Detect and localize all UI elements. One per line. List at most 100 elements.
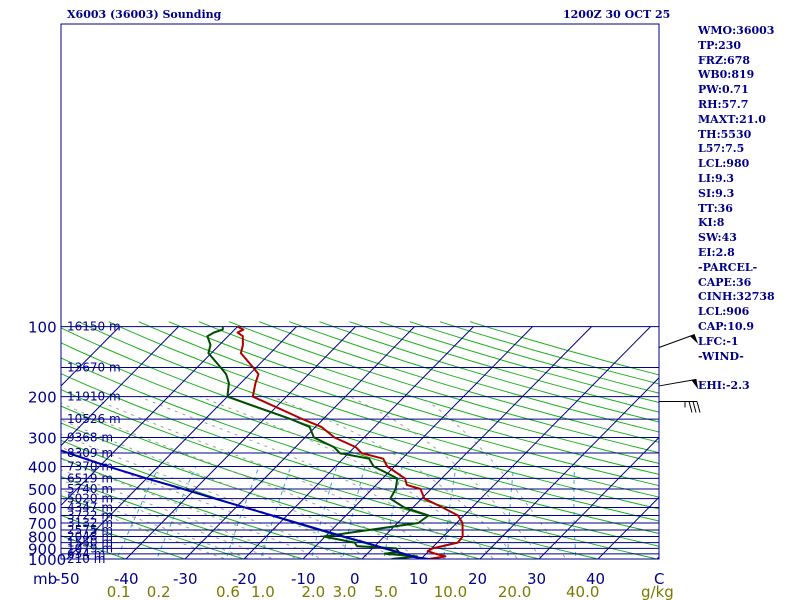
index-item: TP:230 bbox=[698, 38, 742, 52]
temperature-tick-label: -10 bbox=[291, 570, 316, 588]
index-item: CINH:32738 bbox=[698, 290, 775, 304]
mixing-ratio-tick-label: 40.0 bbox=[566, 583, 599, 600]
wind-barb-pennant bbox=[691, 379, 699, 390]
moist-adiabat-line bbox=[61, 498, 227, 559]
dry-adiabat-line bbox=[61, 342, 659, 534]
index-item: CAPE:36 bbox=[698, 275, 752, 289]
dry-adiabat-line bbox=[108, 321, 659, 498]
index-item: PW:0.71 bbox=[698, 83, 749, 97]
parcel-trace bbox=[61, 449, 429, 559]
dry-adiabat-line bbox=[61, 405, 542, 559]
moist-adiabat-line bbox=[421, 396, 567, 559]
height-label: 13670 m bbox=[67, 361, 121, 375]
temperature-trace bbox=[236, 325, 464, 559]
station-title: X6003 (36003) Sounding bbox=[67, 8, 222, 21]
dry-adiabat-line bbox=[319, 321, 659, 423]
wind-barb-flag bbox=[688, 401, 693, 413]
height-label: 5740 m bbox=[67, 482, 113, 496]
height-label: 10526 m bbox=[67, 412, 121, 426]
index-item: WB0:819 bbox=[698, 68, 755, 82]
temperature-tick-label: 0 bbox=[350, 570, 360, 588]
isotherm-line bbox=[66, 326, 297, 559]
isotherm-line bbox=[61, 326, 120, 387]
height-label: 4347 m bbox=[67, 500, 113, 514]
index-item: CAP:10.9 bbox=[698, 319, 755, 333]
pressure-tick-label: 900 bbox=[28, 540, 57, 558]
index-item bbox=[698, 364, 775, 379]
pressure-tick-label: 1000 bbox=[28, 551, 66, 569]
mixing-ratio-line bbox=[156, 466, 197, 559]
mixing-ratio-tick-label: 0.2 bbox=[147, 583, 171, 600]
index-item: LCL:906 bbox=[698, 305, 750, 319]
height-label: 5020 m bbox=[67, 492, 113, 506]
dry-adiabat-line bbox=[61, 422, 482, 559]
height-label: 2575 m bbox=[67, 523, 113, 537]
wind-barb bbox=[659, 400, 701, 413]
pressure-tick-label: 500 bbox=[28, 481, 57, 499]
dry-adiabat-line bbox=[61, 476, 305, 559]
index-item: LI:9.3 bbox=[698, 171, 735, 185]
wind-barb-staff bbox=[658, 378, 697, 387]
sounding-indices-panel: WMO:36003 TP:230 FRZ:678 WB0:819 PW:0.71 RH:5… bbox=[698, 24, 775, 394]
mixing-ratio-tick-label: 5.0 bbox=[374, 583, 398, 600]
index-item: TH:5530 bbox=[698, 127, 752, 141]
moist-adiabat-line bbox=[61, 446, 348, 559]
index-item: LCL:980 bbox=[698, 157, 750, 171]
dry-adiabat-line bbox=[61, 327, 659, 522]
wind-barb-pennant bbox=[690, 334, 699, 344]
height-label: 2048 m bbox=[67, 529, 113, 543]
dry-adiabat-line bbox=[198, 321, 659, 464]
mixing-ratio-axis-label: g/kg bbox=[641, 583, 674, 600]
pressure-tick-label: 800 bbox=[28, 528, 57, 546]
pressure-axis-label: mb bbox=[33, 570, 57, 588]
isotherm-line bbox=[597, 496, 659, 559]
height-label: 16150 m bbox=[67, 320, 121, 334]
dry-adiabat-line bbox=[409, 321, 659, 394]
dry-adiabat-line bbox=[439, 321, 659, 385]
observation-time: 1200Z 30 OCT 25 bbox=[563, 8, 671, 21]
temperature-tick-label: 10 bbox=[409, 570, 428, 588]
mixing-ratio-line bbox=[310, 466, 338, 559]
isotherm-line bbox=[61, 326, 179, 447]
height-label: 11910 m bbox=[67, 390, 121, 404]
dry-adiabat-line bbox=[379, 321, 659, 404]
temperature-tick-label: 40 bbox=[586, 570, 605, 588]
index-item: EHI:-2.3 bbox=[698, 379, 750, 393]
temperature-tick-label: -30 bbox=[173, 570, 198, 588]
mixing-ratio-tick-label: 20.0 bbox=[498, 583, 531, 600]
temperature-tick-label: -40 bbox=[114, 570, 139, 588]
isotherm-line bbox=[538, 436, 659, 559]
mixing-ratio-tick-label: 0.1 bbox=[107, 583, 131, 600]
moist-adiabat-line bbox=[200, 396, 495, 559]
isotherm-line bbox=[420, 326, 651, 559]
mixing-ratio-line bbox=[507, 466, 515, 559]
pressure-tick-label: 200 bbox=[28, 389, 57, 407]
mixing-ratio-tick-label: 2.0 bbox=[301, 583, 325, 600]
dry-adiabat-line bbox=[138, 321, 659, 487]
mixing-ratio-line bbox=[573, 466, 577, 559]
dry-adiabat-line bbox=[259, 321, 659, 443]
moist-adiabat-line bbox=[61, 479, 275, 559]
wind-barb bbox=[658, 334, 699, 348]
dry-adiabat-line bbox=[61, 357, 659, 547]
index-item: SI:9.3 bbox=[698, 186, 735, 200]
moist-adiabat-line bbox=[61, 488, 251, 559]
height-label: 1550 m bbox=[67, 536, 113, 550]
dry-adiabat-line bbox=[61, 373, 659, 559]
index-item: LFC:-1 bbox=[698, 334, 739, 348]
wind-barb-flag bbox=[692, 401, 697, 413]
pressure-tick-label: 600 bbox=[28, 499, 57, 517]
index-item: TT:36 bbox=[698, 201, 733, 215]
height-label: 7370 m bbox=[67, 460, 113, 474]
isotherm-line bbox=[479, 377, 659, 559]
temperature-axis-label: C bbox=[654, 570, 664, 588]
height-label: 3132 m bbox=[67, 516, 113, 530]
index-item: EI:2.8 bbox=[698, 245, 735, 259]
dry-adiabat-line bbox=[61, 495, 246, 559]
mixing-ratio-line bbox=[443, 466, 457, 559]
isotherm-line bbox=[61, 326, 238, 507]
mixing-ratio-line bbox=[260, 466, 292, 559]
height-label: 8309 m bbox=[67, 446, 113, 460]
index-item: -WIND- bbox=[698, 349, 744, 363]
